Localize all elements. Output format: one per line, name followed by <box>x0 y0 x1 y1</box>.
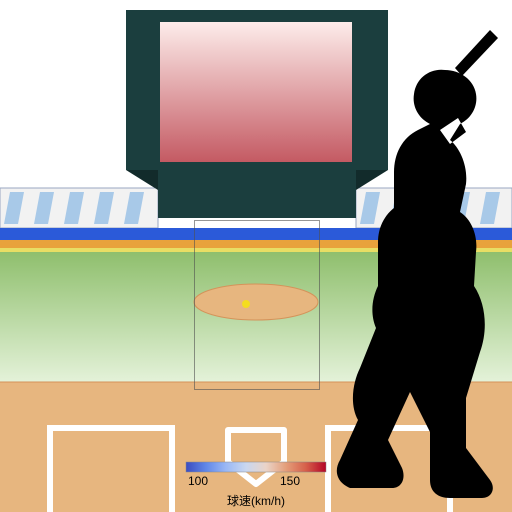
strike-zone <box>194 220 320 390</box>
speed-tick: 150 <box>280 474 300 488</box>
pitch-location-chart: 100 150 球速(km/h) <box>0 0 512 512</box>
speed-axis-label: 球速(km/h) <box>216 492 296 509</box>
speed-tick: 100 <box>188 474 208 488</box>
